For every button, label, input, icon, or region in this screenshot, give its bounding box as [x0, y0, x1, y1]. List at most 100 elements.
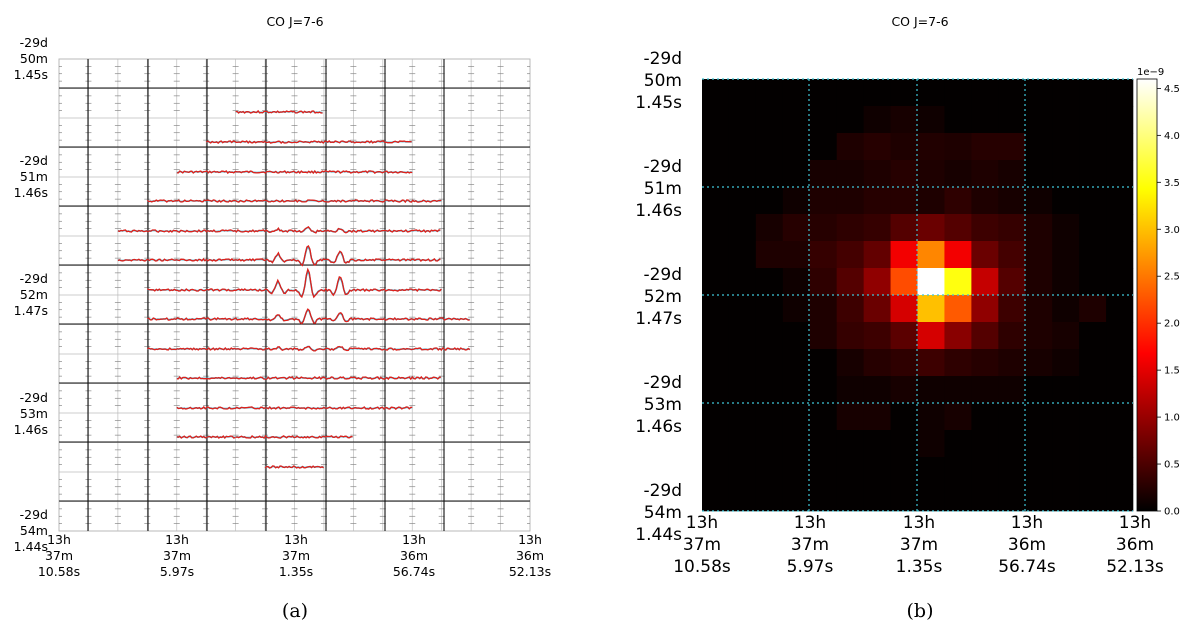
- heatmap-cell: [1052, 268, 1080, 296]
- heatmap-cell: [782, 295, 811, 323]
- heatmap-cell: [1025, 376, 1053, 404]
- heatmap-cell: [755, 187, 784, 215]
- heatmap-cell: [1106, 79, 1134, 107]
- heatmap-cell: [782, 403, 811, 431]
- spectrum-line: [176, 405, 413, 410]
- colorbar-tick-label: 0.5: [1164, 460, 1180, 471]
- heatmap-cell: [782, 457, 811, 485]
- dec-tick-label-line: 1.47s: [14, 303, 48, 318]
- heatmap-cell: [1079, 268, 1107, 296]
- ra-tick-label: 13h 36m 52.13s: [509, 532, 551, 579]
- dec-tick-label-line: 1.44s: [14, 539, 48, 554]
- ra-tick-label: 13h 36m 52.13s: [1106, 513, 1164, 577]
- heatmap-cell: [1106, 349, 1134, 377]
- heatmap-cell: [1052, 214, 1080, 242]
- heatmap-cell: [1106, 376, 1134, 404]
- dec-tick-label-line: 1.45s: [635, 93, 682, 113]
- heatmap-cell: [1079, 430, 1107, 458]
- heatmap-cell: [863, 349, 891, 377]
- heatmap-cell: [890, 79, 918, 107]
- heatmap-cell: [944, 160, 972, 188]
- dec-tick-label-line: -29d: [20, 507, 48, 522]
- heatmap-cell: [998, 322, 1026, 350]
- spectrum-line: [147, 267, 442, 299]
- heatmap-cell: [1106, 322, 1134, 350]
- heatmap-cell: [1079, 133, 1107, 161]
- heatmap-cell: [1052, 484, 1080, 512]
- heatmap-cell: [755, 133, 784, 161]
- heatmap-cell: [1106, 457, 1134, 485]
- heatmap-cell: [782, 241, 811, 269]
- dec-tick-label: -29d 50m 1.45s: [14, 35, 48, 82]
- ra-tick-label-line: 37m: [163, 548, 191, 563]
- heatmap-cell: [836, 133, 864, 161]
- ra-tick-label: 13h 36m 56.74s: [393, 532, 435, 579]
- ra-tick-label-line: 10.58s: [38, 564, 80, 579]
- heatmap-cell: [755, 430, 784, 458]
- heatmap-cell: [702, 241, 730, 269]
- heatmap-cell: [1079, 484, 1107, 512]
- heatmap-cell: [1025, 430, 1053, 458]
- dec-tick-label: -29d 51m 1.46s: [14, 153, 48, 200]
- heatmap-cell: [917, 268, 945, 296]
- heatmap-cell: [863, 268, 891, 296]
- ra-tick-label-line: 13h: [1119, 513, 1151, 533]
- dec-tick-label: -29d 52m 1.47s: [635, 265, 682, 329]
- heatmap-cell: [890, 268, 918, 296]
- ra-tick-label-line: 36m: [516, 548, 544, 563]
- heatmap-cell: [809, 106, 837, 134]
- heatmap-cell: [863, 187, 891, 215]
- ra-tick-label-line: 13h: [165, 532, 189, 547]
- ra-tick-label-line: 36m: [1116, 535, 1154, 555]
- heatmap-cell: [755, 160, 784, 188]
- heatmap-cell: [890, 403, 918, 431]
- dec-tick-label-line: 1.46s: [14, 422, 48, 437]
- heatmap-cell: [782, 268, 811, 296]
- heatmap-cell: [917, 457, 945, 485]
- heatmap-cell: [755, 295, 784, 323]
- heatmap-cell: [944, 322, 972, 350]
- heatmap-cell: [1106, 268, 1134, 296]
- heatmap-cell: [1025, 457, 1053, 485]
- heatmap-cell: [728, 430, 757, 458]
- heatmap-cell: [998, 187, 1026, 215]
- dec-tick-label: -29d 51m 1.46s: [635, 157, 682, 221]
- heatmap-cell: [1052, 241, 1080, 269]
- heatmap-cell: [836, 403, 864, 431]
- heatmap-cell: [890, 430, 918, 458]
- heatmap-cell: [944, 376, 972, 404]
- heatmap-cell: [971, 349, 999, 377]
- dec-tick-label-line: -29d: [643, 49, 682, 69]
- heatmap-cell: [728, 403, 757, 431]
- heatmap-cell: [755, 457, 784, 485]
- ra-tick-label: 13h 37m 5.97s: [160, 532, 194, 579]
- heatmap-cell: [998, 268, 1026, 296]
- heatmap-cell: [890, 484, 918, 512]
- ra-tick-label-line: 56.74s: [393, 564, 435, 579]
- heatmap-cell: [863, 241, 891, 269]
- heatmap-cell: [702, 214, 730, 242]
- heatmap-cell: [971, 484, 999, 512]
- heatmap-cell: [1106, 106, 1134, 134]
- ra-tick-label-line: 13h: [686, 513, 718, 533]
- heatmap-cell: [998, 106, 1026, 134]
- heatmap-cell: [998, 133, 1026, 161]
- ra-tick-label-line: 1.35s: [896, 557, 943, 577]
- heatmap-cell: [863, 430, 891, 458]
- heatmap-cell: [890, 160, 918, 188]
- heatmap-cell: [782, 214, 811, 242]
- heatmap-cell: [863, 106, 891, 134]
- ra-tick-label-line: 36m: [400, 548, 428, 563]
- heatmap-cell: [1079, 79, 1107, 107]
- panel-b-grid: [702, 78, 1133, 512]
- heatmap-cell: [971, 403, 999, 431]
- heatmap-cell: [782, 79, 811, 107]
- ra-tick-label-line: 37m: [791, 535, 829, 555]
- heatmap-cell: [702, 484, 730, 512]
- heatmap-cell: [971, 376, 999, 404]
- heatmap-cell: [809, 484, 837, 512]
- heatmap-cell: [702, 349, 730, 377]
- heatmap-cell: [755, 79, 784, 107]
- spectrum-line: [147, 308, 470, 325]
